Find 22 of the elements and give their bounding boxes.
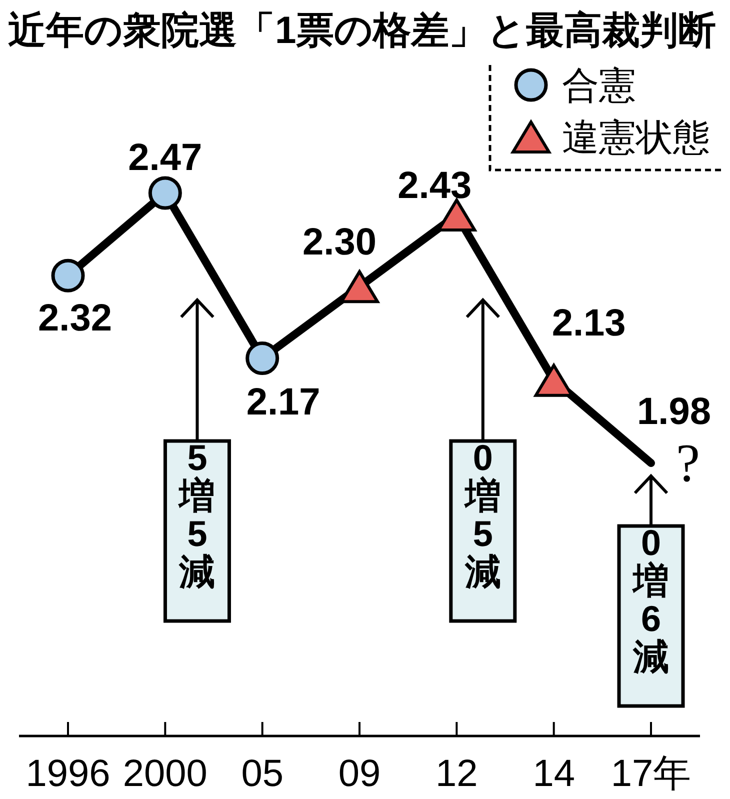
annotation: 0増6減 bbox=[631, 522, 669, 677]
x-tick-label: 09 bbox=[338, 753, 381, 795]
title: 近年の衆院選「1票の格差」と最高裁判断 bbox=[8, 9, 716, 52]
x-tick-label: 14 bbox=[532, 753, 575, 795]
annotation: ? bbox=[676, 433, 700, 493]
x-tick-label: 12 bbox=[436, 753, 478, 795]
data-label: 2.32 bbox=[38, 298, 112, 340]
data-label: 2.30 bbox=[302, 222, 376, 264]
legend-label: 合憲 bbox=[562, 65, 636, 106]
legend-label: 違憲状態 bbox=[562, 117, 710, 158]
data-label: 2.13 bbox=[552, 302, 626, 344]
x-tick-label: 1996 bbox=[26, 753, 110, 795]
data-label: 2.47 bbox=[128, 137, 202, 179]
x-tick-label: 2000 bbox=[122, 753, 208, 795]
x-tick-label: 17年 bbox=[610, 753, 692, 795]
data-label: 2.17 bbox=[246, 381, 320, 424]
annotation: 0増5減 bbox=[462, 437, 501, 592]
x-tick-label: 05 bbox=[241, 753, 284, 795]
annotation: 5増5減 bbox=[177, 437, 216, 592]
data-label: 1.98 bbox=[637, 391, 711, 433]
data-label: 2.43 bbox=[398, 165, 472, 208]
legend: 合憲 違憲状態 bbox=[488, 65, 722, 172]
